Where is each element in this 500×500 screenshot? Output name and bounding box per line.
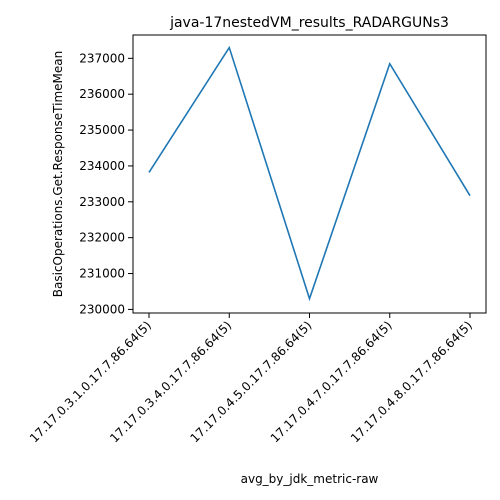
series-line [148, 45, 471, 302]
y-tick-label: 237000 [79, 51, 125, 65]
y-axis: 230000 231000 232000 233000 234000 235000 2360… [79, 51, 133, 316]
chart-title: java-17nestedVM_results_RADARGUNs3 [169, 15, 449, 31]
y-axis-label: BasicOperations.Get.ResponseTimeMean [51, 51, 65, 297]
y-tick-label: 233000 [79, 195, 125, 209]
y-tick-label: 230000 [79, 302, 125, 316]
y-tick-label: 236000 [79, 87, 125, 101]
y-tick-label: 232000 [79, 231, 125, 245]
x-axis-label: avg_by_jdk_metric-raw [241, 472, 379, 486]
y-tick-label: 235000 [79, 123, 125, 137]
y-tick-label: 234000 [79, 159, 125, 173]
y-tick-label: 231000 [79, 267, 125, 281]
series-layer [148, 45, 471, 302]
